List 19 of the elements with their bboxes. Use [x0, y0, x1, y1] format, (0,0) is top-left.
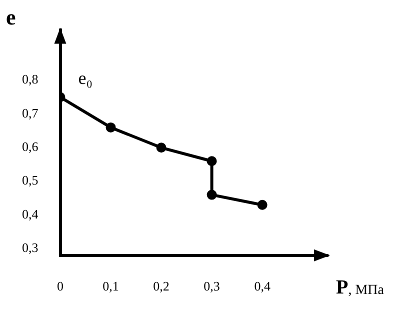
y-axis-title: e: [6, 4, 16, 30]
x-axis-title: P, МПа: [336, 276, 385, 299]
y-tick-label: 0,4: [22, 206, 39, 222]
x-tick-label: 0,3: [204, 278, 220, 294]
point: [257, 200, 268, 210]
point: [206, 156, 217, 166]
x-tick-label: 0: [57, 278, 64, 294]
x-tick-label: 0,2: [153, 278, 170, 294]
annotation: e₀: [78, 68, 93, 88]
y-tick-label: 0,5: [22, 172, 38, 188]
x-tick-label: 0,1: [102, 278, 119, 294]
x-tick-label: 0,4: [254, 278, 271, 294]
y-tick-label: 0,8: [22, 72, 38, 87]
y-tick-label: 0,6: [22, 139, 39, 154]
y-tick-label: 0,3: [22, 240, 38, 256]
y-tick-label: 0,7: [22, 105, 39, 120]
point: [156, 142, 166, 153]
point: [206, 190, 217, 200]
point: [106, 122, 116, 132]
